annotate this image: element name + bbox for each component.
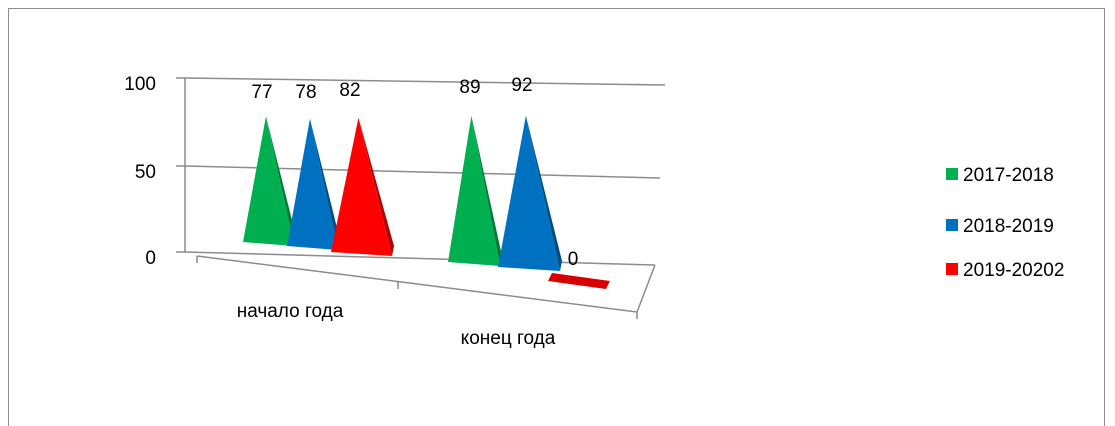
legend-label-2019-20202: 2019-20202 [963,260,1064,281]
pyramid-2018-2019-cat1 [287,118,338,251]
data-label-s1-c2: 89 [459,77,480,98]
floor-back-edge [184,251,656,266]
legend-swatch-2019-20202 [946,263,958,275]
chart-marks [243,115,610,289]
pyramid-2017-2018-cat1 [243,116,294,246]
pyramid-2019-20202-cat1-side [358,117,394,256]
data-label-s3-c2: 0 [568,249,579,270]
pyramid-2017-2018-cat1-side [265,116,296,246]
data-label-s3-c1: 82 [339,80,360,101]
y-tick-label-100: 100 [124,74,156,95]
legend-swatch-2018-2019 [946,219,958,231]
pyramid-2019-20202-cat1 [331,117,392,256]
wall-top-edge [184,77,666,86]
legend: 2017-2018 2018-2019 2019-20202 [946,165,1064,281]
data-label-s1-c1: 77 [251,82,272,103]
pyramid-2019-20202-cat2 [548,273,610,289]
legend-label-2017-2018: 2017-2018 [963,165,1054,186]
pyramid-2018-2019-cat2 [498,115,560,272]
pyramid-2017-2018-cat2 [448,115,500,266]
y-tick-label-50: 50 [135,162,156,183]
category-label-start: начало года [237,301,344,322]
floor-front-edge [196,255,638,313]
legend-label-2018-2019: 2018-2019 [963,216,1054,237]
pyramid-2018-2019-cat1-side [309,118,340,251]
legend-swatch-2017-2018 [946,168,958,180]
y-tick-label-0: 0 [145,248,156,269]
floor-right-edge [636,264,656,313]
category-label-end: конец года [461,328,556,349]
data-label-s2-c2: 92 [511,75,532,96]
pyramid-2017-2018-cat2-side [471,115,502,266]
chart-frame [8,8,1105,426]
data-label-s2-c1: 78 [295,82,316,103]
pyramid-2018-2019-cat2-side [525,115,562,272]
